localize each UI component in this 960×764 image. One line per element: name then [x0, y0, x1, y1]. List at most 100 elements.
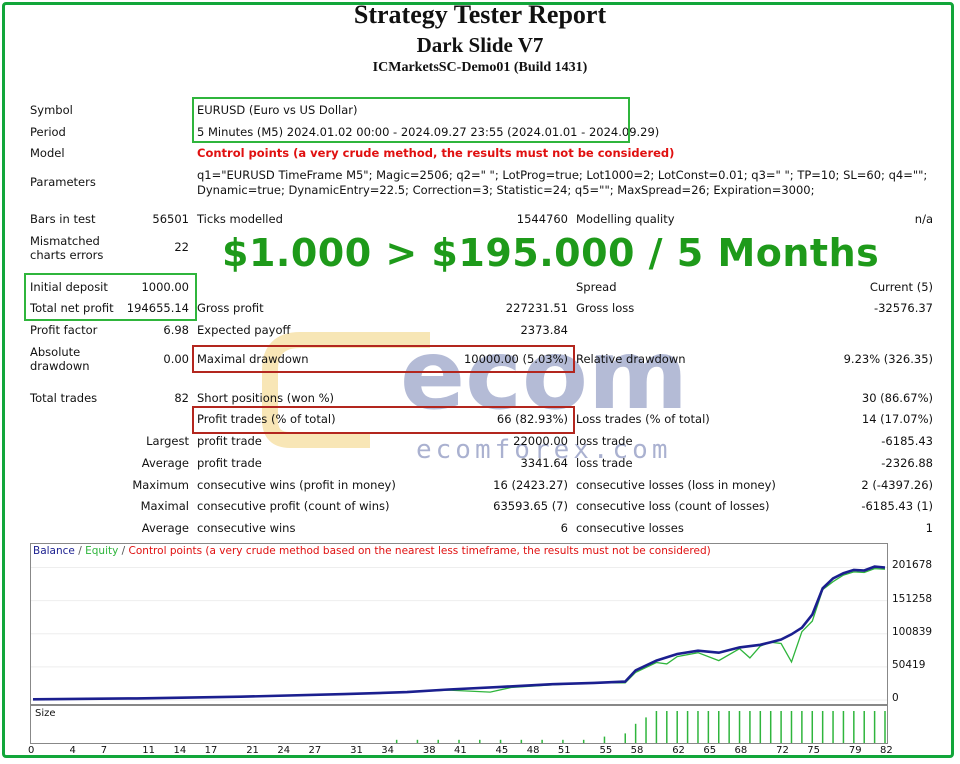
net-profit-label: Total net profit	[30, 301, 114, 315]
x-tick-label: 21	[246, 745, 259, 756]
x-tick-label: 58	[630, 745, 644, 756]
max-cons-loss-value: -6185.43 (1)	[861, 499, 933, 513]
gross-loss-label: Gross loss	[576, 301, 635, 315]
profit-factor-label: Profit factor	[30, 323, 98, 337]
x-tick-label: 45	[495, 745, 509, 756]
maximal-label: Maximal	[140, 499, 189, 513]
symbol-value: EURUSD (Euro vs US Dollar)	[197, 103, 358, 117]
rel-dd-label: Relative drawdown	[576, 352, 686, 366]
legend-separator: /	[74, 545, 86, 557]
largest-profit-value: 22000.00	[513, 434, 568, 448]
payoff-label: Expected payoff	[197, 323, 291, 337]
max-cons-loss-label: consecutive loss (count of losses)	[576, 499, 770, 513]
y-tick-label: 0	[892, 692, 899, 704]
headline-overlay: $1.000 > $195.000 / 5 Months	[222, 231, 880, 275]
average-loss-value: -2326.88	[881, 456, 933, 470]
average-profit-value: 3341.64	[520, 456, 568, 470]
gross-profit-label: Gross profit	[197, 301, 264, 315]
quality-value: n/a	[914, 212, 933, 226]
net-profit-value: 194655.14	[126, 301, 189, 315]
deposit-label: Initial deposit	[30, 280, 108, 294]
max-cons-profit-label: consecutive profit (count of wins)	[197, 499, 390, 513]
abs-dd-value: 0.00	[163, 352, 189, 366]
loss-trades-value: 14 (17.07%)	[861, 412, 933, 426]
mismatch-label-2: charts errors	[30, 248, 104, 262]
spread-value: Current (5)	[869, 280, 933, 294]
volume-label: Size	[35, 708, 56, 719]
total-trades-value: 82	[174, 391, 189, 405]
avg-cons-losses-value: 1	[925, 521, 933, 535]
period-label: Period	[30, 125, 66, 139]
balance-equity-plot	[31, 565, 887, 701]
x-tick-label: 7	[100, 745, 108, 756]
params-line-2: Dynamic=true; DynamicEntry=22.5; Correct…	[197, 183, 815, 197]
profit-trades-highlight	[192, 406, 575, 434]
params-line-1: q1="EURUSD TimeFrame M5"; Magic=2506; q2…	[197, 168, 928, 182]
mismatch-label-1: Mismatched	[30, 234, 100, 248]
volume-plot	[395, 711, 886, 743]
max-cons-losses-value: 2 (-4397.26)	[861, 478, 933, 492]
avg-cons-wins-label: consecutive wins	[197, 521, 296, 535]
max-cons-losses-label: consecutive losses (loss in money)	[576, 478, 776, 492]
x-tick-label: 0	[28, 745, 35, 756]
x-tick-label: 11	[142, 745, 156, 756]
legend-note: Control points (a very crude method base…	[128, 545, 711, 557]
x-tick-label: 79	[848, 745, 862, 756]
mismatch-value: 22	[174, 240, 189, 254]
max-dd-highlight	[192, 345, 575, 373]
x-tick-label: 51	[557, 745, 571, 756]
gross-loss-value: -32576.37	[873, 301, 933, 315]
x-tick-label: 41	[454, 745, 467, 756]
bars-value: 56501	[152, 212, 189, 226]
spread-label: Spread	[576, 280, 617, 294]
largest-label: Largest	[146, 434, 189, 448]
x-tick-label: 55	[599, 745, 613, 756]
params-label: Parameters	[30, 175, 96, 189]
x-tick-label: 72	[776, 745, 789, 756]
x-tick-label: 14	[173, 745, 187, 756]
volume-chart: Size	[30, 705, 888, 744]
loss-trades-label: Loss trades (% of total)	[576, 412, 710, 426]
largest-loss-value: -6185.43	[881, 434, 933, 448]
y-tick-label: 151258	[892, 592, 933, 605]
average-cons-label: Average	[141, 521, 189, 535]
symbol-period-highlight	[192, 97, 630, 143]
deposit-value: 1000.00	[141, 280, 189, 294]
x-tick-label: 62	[672, 745, 685, 756]
max-dd-value: 10000.00 (5.03%)	[463, 352, 568, 366]
x-tick-label: 82	[880, 745, 893, 756]
avg-cons-wins-value: 6	[560, 521, 568, 535]
model-value: Control points (a very crude method, the…	[197, 146, 675, 160]
max-cons-wins-value: 16 (2423.27)	[493, 478, 568, 492]
x-tick-label: 24	[277, 745, 291, 756]
model-label: Model	[30, 146, 65, 160]
y-tick-label: 201678	[892, 559, 933, 572]
maximum-label: Maximum	[132, 478, 189, 492]
legend-equity: Equity	[85, 545, 119, 557]
largest-loss-label: loss trade	[576, 434, 633, 448]
abs-dd-label-1: Absolute	[30, 345, 81, 359]
x-tick-label: 4	[69, 745, 76, 756]
rel-dd-value: 9.23% (326.35)	[843, 352, 933, 366]
balance-chart	[30, 543, 888, 705]
short-label: Short positions (won %)	[197, 391, 335, 405]
x-tick-label: 65	[703, 745, 717, 756]
gross-profit-value: 227231.51	[505, 301, 568, 315]
x-tick-label: 31	[350, 745, 363, 756]
period-value: 5 Minutes (M5) 2024.01.02 00:00 - 2024.0…	[197, 125, 660, 139]
max-cons-wins-label: consecutive wins (profit in money)	[197, 478, 396, 492]
ticks-label: Ticks modelled	[197, 212, 283, 226]
x-tick-label: 27	[308, 745, 322, 756]
bars-label: Bars in test	[30, 212, 96, 226]
average-loss-label: loss trade	[576, 456, 633, 470]
symbol-label: Symbol	[30, 103, 73, 117]
total-trades-label: Total trades	[30, 391, 98, 405]
x-tick-label: 17	[204, 745, 218, 756]
x-tick-label: 68	[734, 745, 748, 756]
average-profit-label: profit trade	[197, 456, 262, 470]
abs-dd-label-2: drawdown	[30, 359, 90, 373]
deposit-profit-highlight	[24, 273, 197, 321]
server-build: ICMarketsSC-Demo01 (Build 1431)	[372, 60, 588, 75]
quality-label: Modelling quality	[576, 212, 675, 226]
